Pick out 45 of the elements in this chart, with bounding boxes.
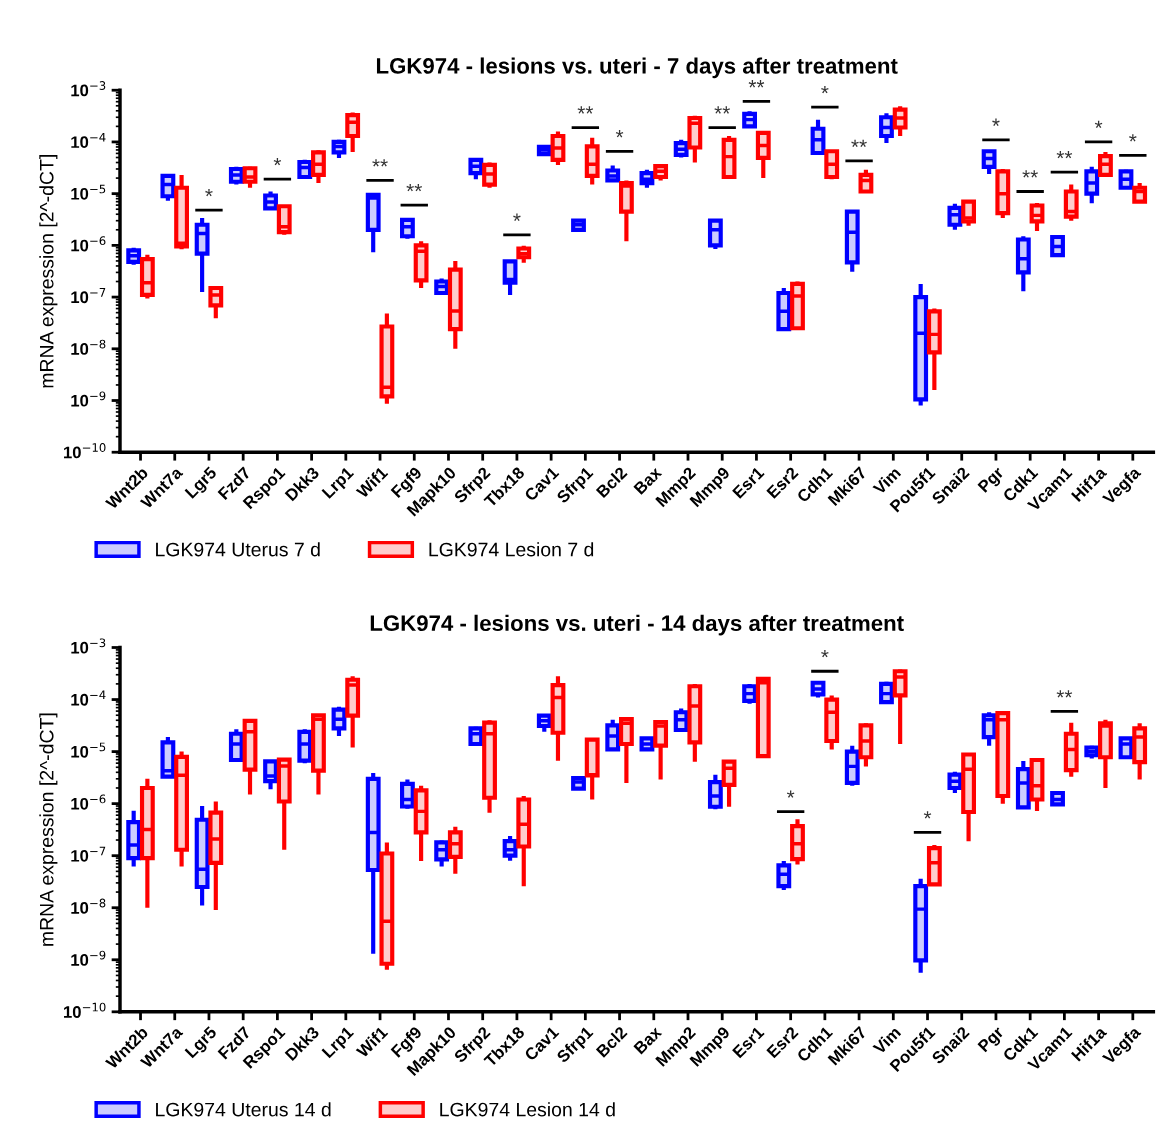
legend-label: LGK974 Uterus 14 d	[156, 1102, 331, 1117]
y-tick-label: 10$^{−3}$	[71, 638, 106, 654]
y-tick-label: 10$^{−10}$	[64, 1002, 106, 1018]
annotation: *	[992, 118, 1000, 126]
y-tick-label: 10$^{−4}$	[71, 132, 106, 149]
y-tick-label: 10$^{−3}$	[71, 81, 106, 97]
legend-label: LGK974 Uterus 7 d	[156, 542, 320, 557]
annotation: *	[273, 158, 282, 166]
legend-label: LGK974 Lesion 7 d	[429, 542, 594, 557]
annotation: *	[821, 85, 829, 94]
annotation: *	[513, 213, 521, 221]
annotation: *	[615, 130, 624, 138]
y-tick-label: 10$^{−10}$	[64, 443, 106, 459]
y-tick-label: 10$^{−7}$	[71, 846, 106, 862]
text: **	[748, 80, 765, 88]
annotation: **	[406, 183, 423, 192]
chart-title: LGK974 - lesions vs. uteri - 14 days after treatment	[370, 614, 904, 636]
y-tick-label: 10$^{−7}$	[71, 288, 106, 304]
y-tick-label: 10$^{−8}$	[71, 898, 106, 914]
annotation: *	[205, 188, 213, 197]
annotation: **	[1022, 170, 1038, 178]
x-tick-label: Wif1	[355, 1025, 389, 1059]
annotation: **	[577, 106, 594, 114]
y-tick-label: 10$^{−4}$	[71, 690, 106, 706]
annotation: **	[372, 159, 388, 167]
legend-label: LGK974 Lesion 14 d	[440, 1102, 615, 1117]
y-tick-label: 10$^{−5}$	[71, 184, 106, 200]
y-tick-label: 10$^{−8}$	[71, 339, 106, 355]
annotation: *	[923, 811, 932, 819]
annotation: *	[786, 790, 795, 798]
annotation: **	[851, 139, 867, 147]
y-tick-label: 10$^{−6}$	[71, 794, 106, 810]
y-axis-title: mRNA expression [2^-dCT]	[39, 155, 58, 388]
y-tick-label: 10$^{−9}$	[71, 950, 106, 966]
y-tick-label: 10$^{−9}$	[71, 391, 106, 407]
annotation: *	[1094, 120, 1103, 129]
annotation: **	[714, 106, 730, 114]
y-tick-label: 10$^{−5}$	[71, 742, 106, 758]
annotation: **	[1056, 690, 1073, 698]
annotation: *	[821, 650, 829, 658]
annotation: **	[1056, 150, 1073, 159]
chart-title: LGK974 - lesions vs. uteri - 7 days after treatment	[376, 57, 898, 79]
annotation: *	[1129, 134, 1137, 142]
y-axis-title: mRNA expression [2^-dCT]	[39, 713, 58, 946]
y-tick-label: 10$^{−6}$	[71, 236, 106, 252]
